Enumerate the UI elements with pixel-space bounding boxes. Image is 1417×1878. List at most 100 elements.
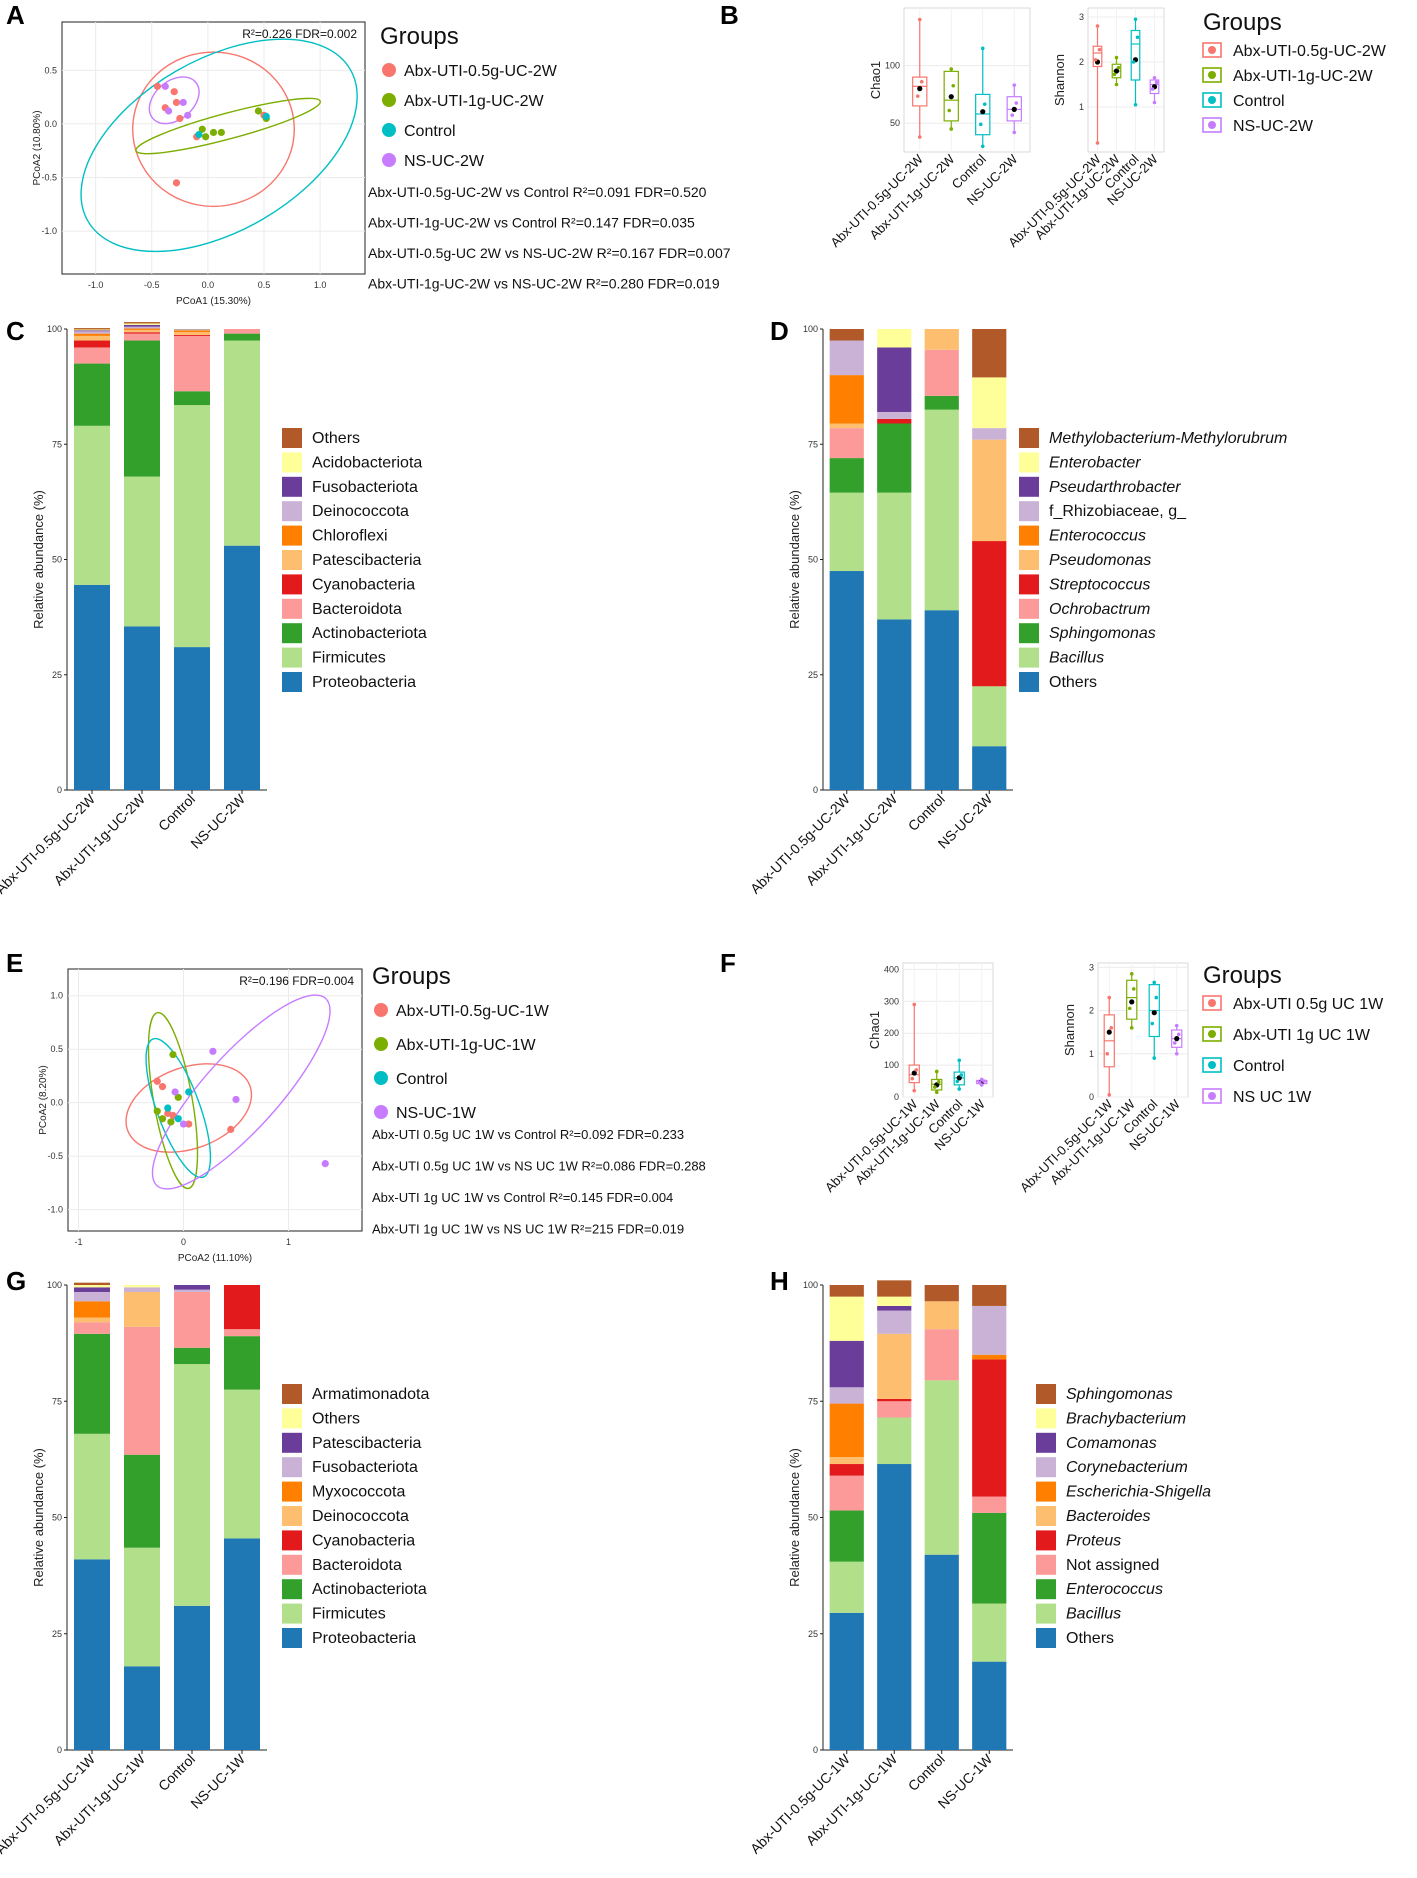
bar-segment [74,1333,110,1434]
box [1130,29,1141,81]
bar-segment [74,330,110,332]
legend-swatch-dot [1208,999,1216,1007]
data-point [174,1093,182,1101]
panel-h: H 0 25 50 75 100 Relative abundance (%) Abx-UTI… [747,1266,1211,1857]
legend-swatch [282,525,302,546]
x-axis-label: PCoA2 (11.10%) [178,1253,252,1264]
y-tick-label: 3 [1079,12,1084,22]
x-category-label: Control [905,791,948,834]
legend-label: Abx-UTI-1g-UC-1W [396,1037,536,1054]
bar-segment [829,1340,864,1388]
bar-segment [877,1464,912,1750]
bar-segment [124,1285,160,1288]
x-category-label: Abx-UTI-1g-UC-2W [50,790,148,888]
data-point [1174,1023,1179,1028]
data-point [1010,113,1015,117]
bar-segment [74,329,110,331]
bar-segment [829,1612,864,1750]
y-tick-label: 0 [57,1745,62,1755]
legend-label: Corynebacterium [1066,1459,1188,1476]
x-tick-label: 0.5 [258,280,271,290]
x-tick-label: 0.0 [202,280,215,290]
legend-label: Proteobacteria [312,1630,416,1647]
bar-segment [224,545,260,790]
bar-segment [829,375,864,424]
legend-swatch [382,63,396,77]
bar-segment [924,329,959,350]
y-tick-label: 0.0 [50,1098,63,1108]
mean-marker [1113,68,1120,74]
x-category-label: Abx-UTI-1g-UC-1W [50,1750,148,1848]
x-tick-label: -0.5 [144,280,160,290]
legend-label: Firmicutes [312,650,386,667]
bar-segment [224,340,260,546]
data-point [176,114,184,123]
data-point [1129,1026,1134,1030]
data-point [1154,995,1159,1000]
data-point [1133,17,1138,22]
legend-label: Brachybacterium [1066,1410,1186,1427]
data-point [917,17,922,22]
legend-swatch [1019,647,1039,668]
legend-label: Patescibacteria [312,1435,421,1452]
legend-swatch [282,1481,302,1502]
data-point [1135,35,1140,40]
legend-swatch [1019,623,1039,644]
legend-swatch-dot [1208,1092,1216,1100]
legend-swatch [1036,1530,1056,1551]
data-point [915,94,920,98]
legend-swatch [374,1003,388,1017]
data-point [202,133,210,141]
bar-segment [174,1285,210,1290]
panel-label: G [6,1266,26,1296]
legend-swatch [282,672,302,692]
stat-comparison: Abx-UTI-0.5g-UC 2W vs NS-UC-2W R²=0.167 … [368,245,731,261]
data-point [947,108,952,113]
bar-segment [124,324,160,327]
stat-comparison: Abx-UTI 0.5g UC 1W vs NS UC 1W R²=0.086 … [372,1159,706,1174]
bar-segment [224,1389,260,1539]
bar-segment [972,746,1007,790]
data-point [158,1115,167,1123]
legend-swatch [282,1432,302,1453]
legend-swatch [1019,501,1039,522]
x-axis-label: PCoA1 (15.30%) [176,296,251,307]
bar-segment [124,333,160,341]
data-point [912,1002,917,1007]
legend-swatch [1019,476,1039,497]
data-point [209,1047,217,1055]
bar-segment [74,1287,110,1292]
data-point [232,1095,240,1104]
bar-segment [972,686,1007,747]
legend-swatch [282,1603,302,1624]
data-point [164,1104,172,1112]
legend-swatch [282,623,302,644]
legend-label: NS-UC-1W [396,1105,477,1122]
data-point [957,1087,962,1091]
legend-label: Control [1233,93,1285,110]
legend-swatch [1019,452,1039,473]
legend-title: Groups [1203,9,1282,36]
data-point [153,1077,161,1085]
data-point [198,125,206,133]
data-point [1127,1006,1132,1011]
data-point [949,67,954,71]
bar-segment [829,1457,864,1465]
legend-swatch [282,1408,302,1429]
bar-segment [829,340,864,376]
bar-segment [124,322,160,324]
y-tick-label: 1 [1079,102,1084,112]
bar-segment [877,619,912,790]
data-point [1095,141,1100,145]
legend-swatch [282,501,302,522]
legend-label: Pseudomonas [1049,552,1151,569]
data-point [934,1090,939,1095]
y-tick-label: 400 [884,964,899,974]
y-tick-label: 0 [894,1092,899,1102]
legend-swatch [1036,1554,1056,1575]
data-point [254,107,262,115]
data-point [1172,1041,1177,1045]
bar-segment [74,333,110,336]
data-point [1107,1093,1112,1097]
